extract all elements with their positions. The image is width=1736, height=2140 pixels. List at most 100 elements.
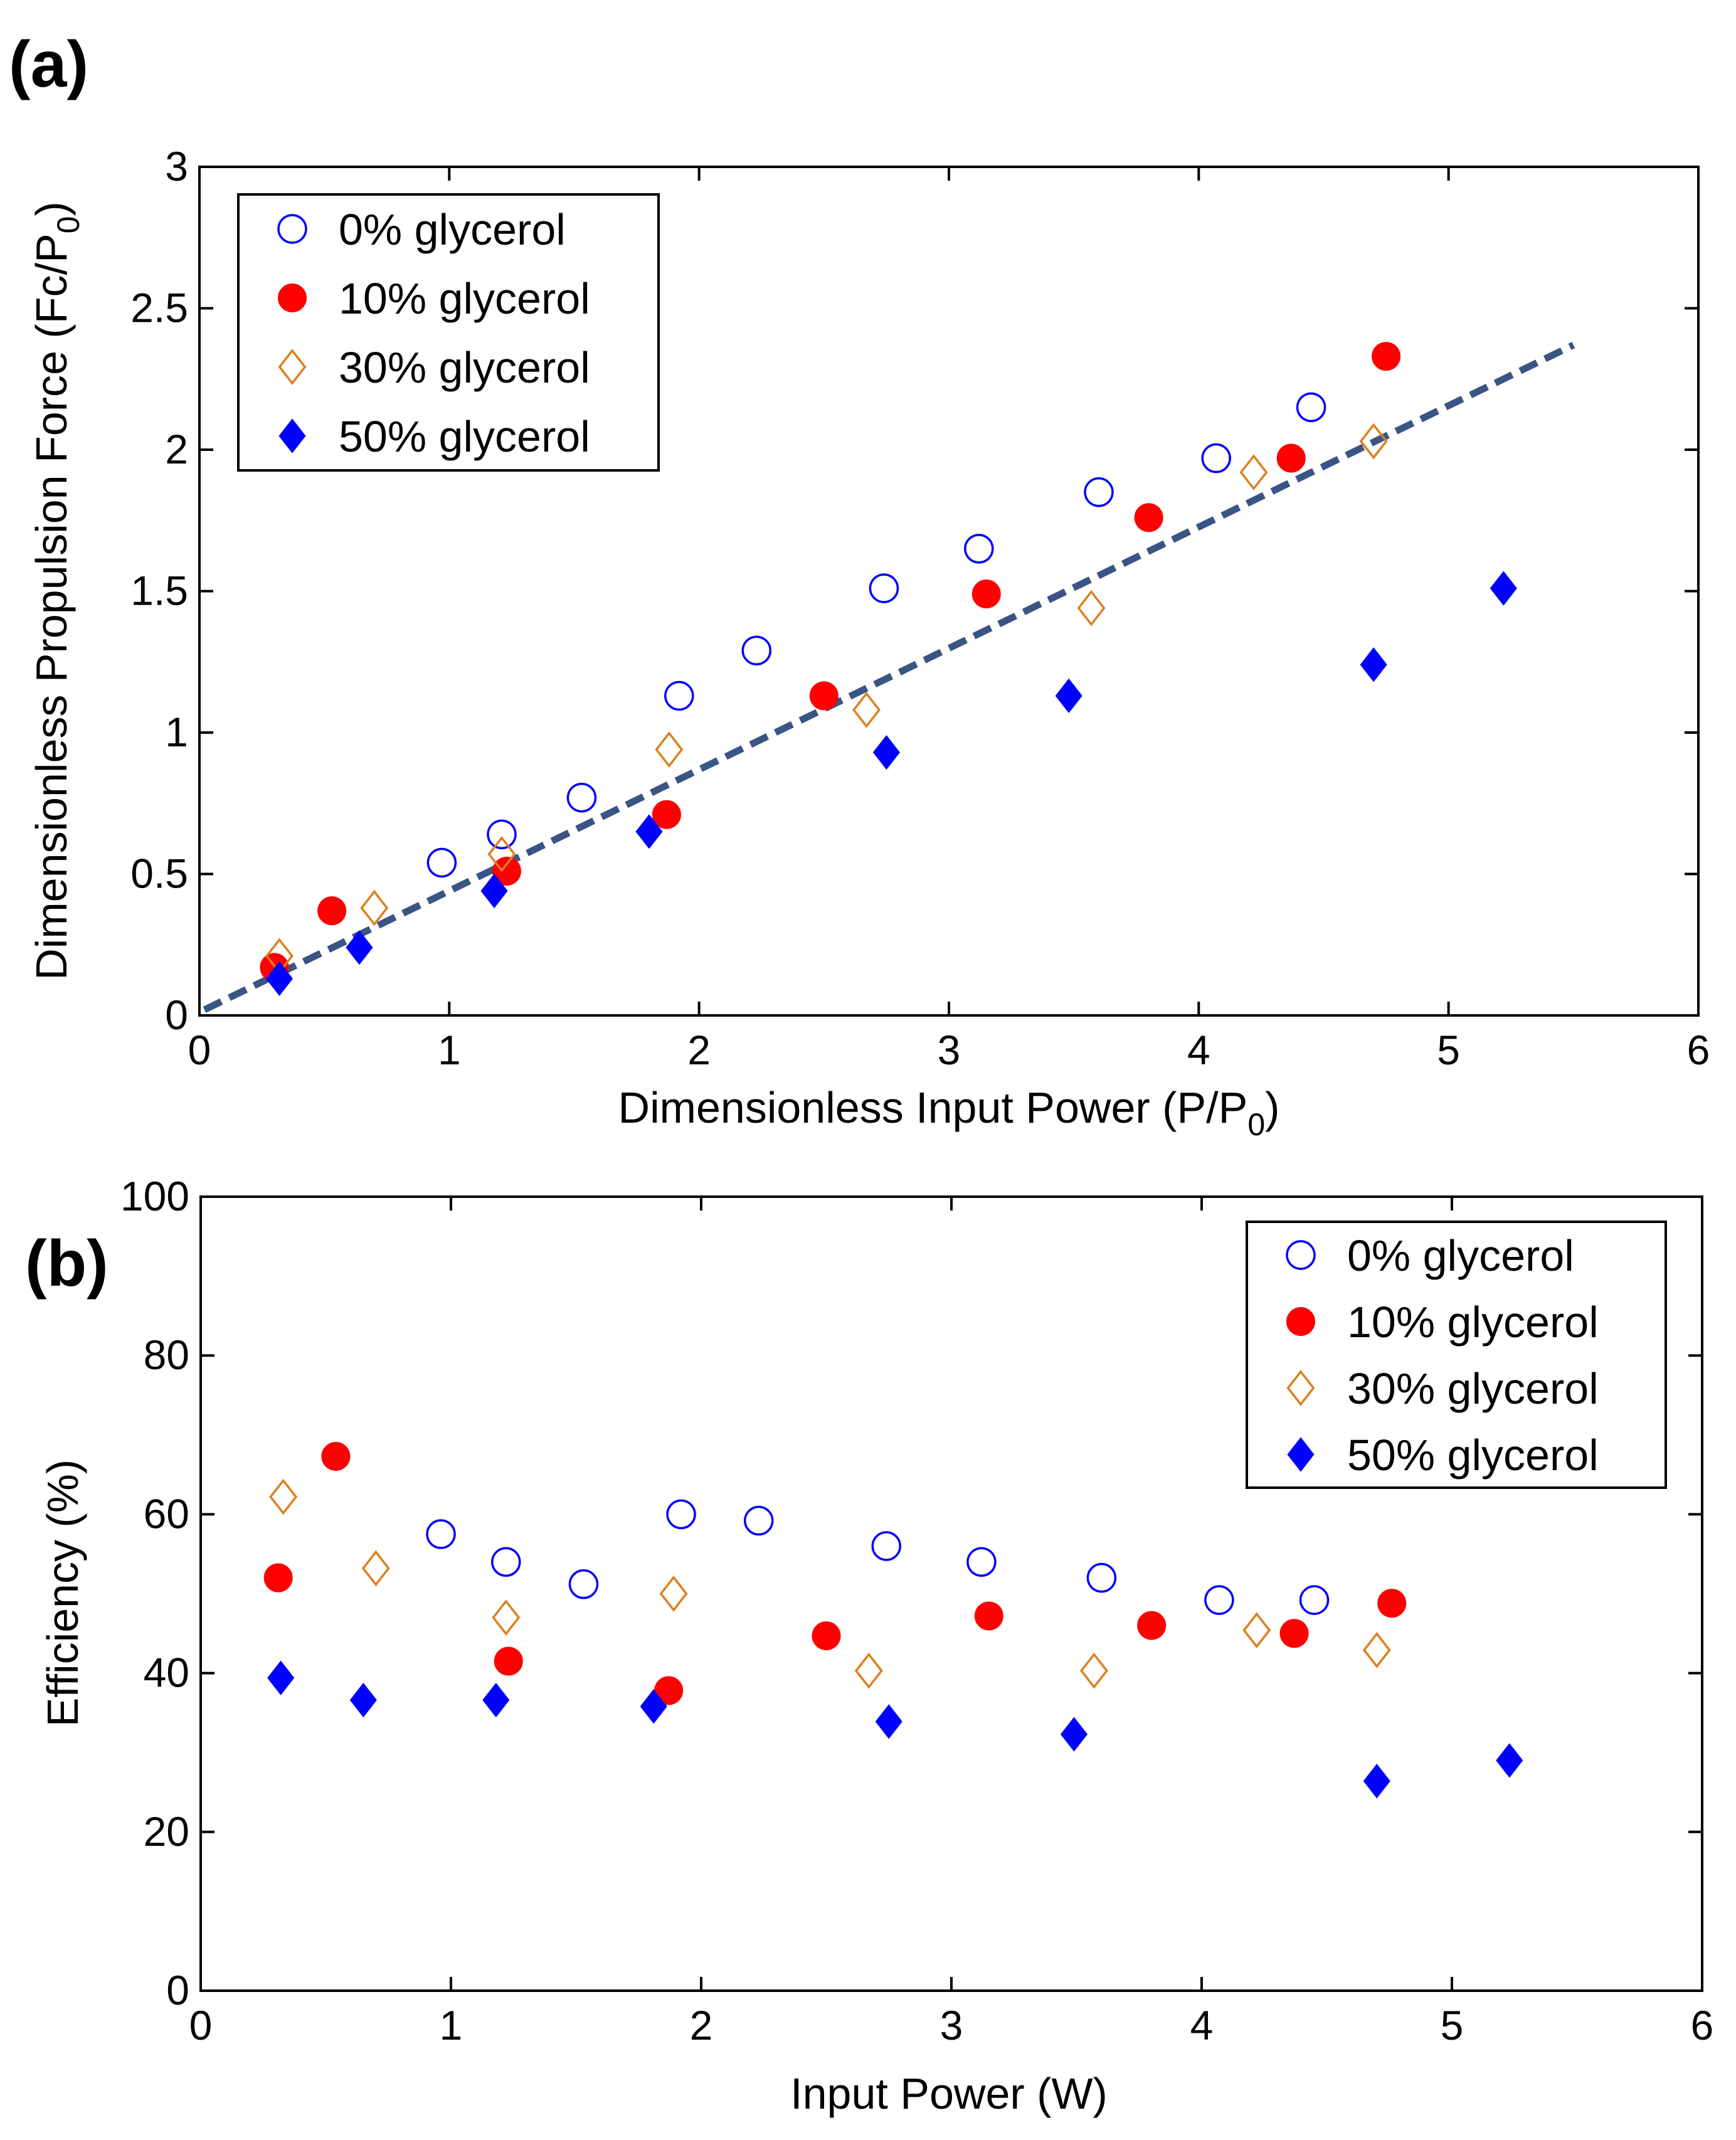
data-point-open-circle (744, 1505, 774, 1536)
panel-b-x-axis-label: Input Power (W) (790, 2069, 1108, 2118)
data-point-open-diamond (1239, 454, 1268, 490)
panel-a-x-axis-label-tail: ) (1265, 1083, 1279, 1132)
data-point-open-circle (666, 1499, 696, 1530)
y-tick-label: 0 (166, 1967, 189, 2013)
legend-item: 10% glycerol (278, 274, 590, 323)
legend-label: 50% glycerol (1347, 1431, 1599, 1480)
legend-marker-filled-diamond (278, 418, 306, 453)
data-point-filled-diamond (1055, 678, 1082, 713)
panel-b-y-axis-label: Efficiency (%) (38, 1459, 87, 1727)
y-tick-label: 1.5 (130, 568, 188, 614)
data-point-open-diamond (487, 836, 516, 872)
series-filled-circle (263, 1441, 1407, 1705)
data-point-filled-circle (1276, 443, 1306, 473)
data-point-filled-circle (317, 896, 347, 926)
data-point-filled-circle (654, 1676, 684, 1705)
panel-a-y-ticks: 0 0.5 1 1.5 2 2.5 3 (130, 143, 1698, 1038)
data-point-open-circle (1204, 1585, 1234, 1615)
data-point-open-circle (1086, 1562, 1117, 1593)
data-point-open-diamond (852, 692, 881, 728)
x-tick-label: 4 (1190, 2002, 1214, 2048)
series-open-diamond (265, 423, 1388, 975)
series-open-circle (426, 392, 1326, 878)
data-point-open-diamond (269, 1478, 298, 1515)
data-point-open-diamond (854, 1652, 883, 1689)
panel-a-x-axis-label-main: Dimensionless Input Power (P/P (618, 1083, 1248, 1132)
data-point-open-diamond (655, 731, 684, 768)
legend-label: 50% glycerol (339, 412, 590, 461)
data-point-open-circle (869, 573, 899, 603)
fit-line (203, 342, 1575, 1013)
panel-a-y-axis-label-subscript: 0 (51, 216, 86, 234)
data-point-open-circle (1299, 1585, 1330, 1615)
data-point-filled-diamond (1490, 571, 1517, 606)
data-point-open-diamond (492, 1599, 521, 1636)
data-point-filled-diamond (482, 1683, 510, 1718)
data-point-filled-diamond (640, 1689, 667, 1724)
data-point-filled-circle (1134, 503, 1163, 532)
data-point-filled-circle (321, 1441, 351, 1471)
data-point-open-diamond (1242, 1612, 1271, 1649)
panel-a-x-ticks: 0 1 2 3 4 5 6 (188, 167, 1710, 1073)
data-point-filled-circle (652, 800, 681, 829)
panel-b-data-points (263, 1441, 1523, 1799)
x-tick-label: 3 (940, 2002, 963, 2048)
panel-a-label: (a) (9, 28, 88, 101)
data-point-open-circle (1084, 477, 1114, 507)
data-point-filled-circle (1372, 342, 1401, 371)
data-point-open-circle (1201, 443, 1231, 474)
panel-a-fit-line-group (203, 342, 1575, 1013)
series-open-diamond (269, 1478, 1391, 1689)
legend-box (237, 193, 660, 472)
x-tick-label: 6 (1687, 1027, 1710, 1073)
legend-item: 0% glycerol (277, 205, 566, 254)
data-point-filled-circle (492, 856, 521, 886)
legend-item: 10% glycerol (1286, 1298, 1599, 1347)
data-point-open-circle (741, 635, 772, 665)
data-point-open-circle (966, 1547, 997, 1577)
data-point-open-circle (426, 1519, 456, 1549)
panel-a-y-axis-label: Dimensionless Propulsion Force (Fc/P0) (27, 201, 86, 980)
x-tick-label: 1 (438, 1027, 461, 1073)
data-point-open-circle (568, 1569, 599, 1599)
series-filled-diamond (267, 1660, 1523, 1799)
legend-marker-open-diamond (1286, 1370, 1315, 1406)
x-tick-label: 1 (440, 2002, 463, 2048)
data-point-filled-circle (494, 1646, 523, 1676)
x-tick-label: 6 (1691, 2002, 1714, 2048)
y-tick-label: 1 (165, 709, 188, 755)
panel-a-y-axis-label-main: Dimensionless Propulsion Force (Fc/P (27, 233, 76, 980)
data-point-filled-diamond (265, 961, 294, 996)
legend-marker-open-diamond (278, 349, 307, 385)
panel-a-x-axis-label-subscript: 0 (1247, 1107, 1265, 1142)
data-point-filled-diamond (1060, 1717, 1088, 1752)
data-point-filled-circle (974, 1601, 1003, 1631)
x-tick-label: 0 (188, 1027, 211, 1073)
data-point-open-circle (426, 847, 457, 878)
panel-a: (a) 0 1 2 3 4 5 6 0 0.5 1 1.5 2 2.5 3 Dimensionless … (9, 28, 1710, 1142)
data-point-open-diamond (1362, 1632, 1391, 1668)
data-point-filled-diamond (1496, 1743, 1523, 1778)
legend-marker-open-circle (1286, 1240, 1316, 1270)
legend-box (1246, 1221, 1667, 1489)
data-point-open-circle (487, 819, 517, 850)
y-tick-label: 2.5 (130, 285, 188, 331)
legend-item: 50% glycerol (278, 412, 590, 461)
data-point-filled-circle (812, 1621, 841, 1651)
legend-marker-filled-diamond (1287, 1437, 1315, 1472)
x-tick-label: 2 (690, 2002, 713, 2048)
legend-label: 0% glycerol (1347, 1231, 1574, 1280)
y-tick-label: 0 (165, 992, 188, 1038)
y-tick-label: 3 (165, 143, 188, 189)
legend-item: 50% glycerol (1287, 1431, 1599, 1480)
data-point-open-diamond (659, 1576, 688, 1612)
data-point-filled-circle (1137, 1611, 1167, 1640)
data-point-filled-diamond (635, 814, 663, 849)
panel-b-legend: 0% glycerol 10% glycerol 30% glycerol 50% g… (1246, 1221, 1667, 1489)
y-tick-label: 2 (165, 426, 188, 472)
y-tick-label: 60 (144, 1490, 189, 1537)
data-point-open-diamond (1359, 423, 1388, 460)
panel-a-data-points (260, 342, 1517, 996)
data-point-open-circle (871, 1531, 902, 1561)
y-tick-label: 40 (144, 1650, 189, 1696)
